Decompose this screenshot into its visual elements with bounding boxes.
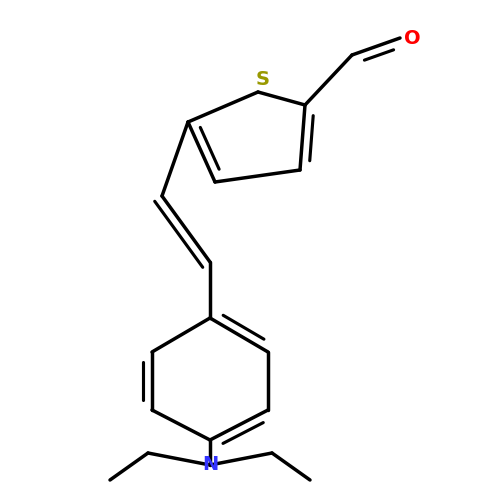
Text: O: O: [404, 28, 421, 48]
Text: N: N: [202, 456, 218, 474]
Text: S: S: [256, 70, 270, 89]
